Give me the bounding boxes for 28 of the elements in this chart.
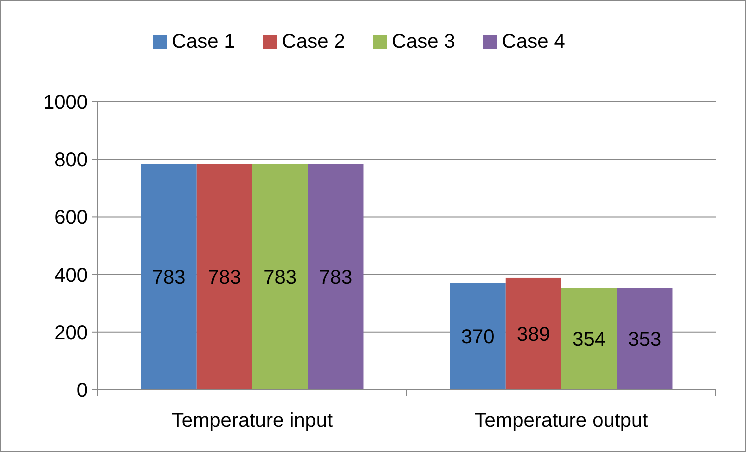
x-tick-label: Temperature input	[172, 410, 334, 432]
bar	[196, 164, 252, 390]
data-label: 389	[517, 324, 550, 346]
bar	[141, 164, 197, 390]
bar	[562, 288, 618, 390]
y-tick-label: 600	[54, 207, 88, 230]
data-label: 783	[208, 267, 242, 290]
data-label: 370	[461, 326, 495, 349]
y-tick-label: 800	[54, 150, 88, 172]
legend-label: Case 3	[392, 31, 456, 53]
y-tick-label: 0	[76, 380, 88, 402]
data-label: 783	[319, 267, 353, 290]
data-label: 783	[152, 267, 186, 290]
y-tick-label: 200	[54, 322, 88, 344]
bar	[252, 164, 308, 390]
y-tick-label: 400	[54, 264, 88, 287]
bar	[617, 288, 673, 390]
legend-label: Case 2	[282, 31, 346, 53]
bar	[308, 164, 364, 390]
bar	[450, 283, 506, 390]
data-label: 783	[264, 267, 297, 290]
legend-label: Case 1	[172, 31, 236, 53]
data-label: 353	[628, 329, 662, 352]
y-tick-label: 1000	[44, 92, 88, 114]
data-label: 354	[572, 329, 606, 352]
x-tick-label: Temperature output	[474, 410, 649, 432]
legend-label: Case 4	[502, 31, 566, 53]
bar	[506, 278, 562, 390]
